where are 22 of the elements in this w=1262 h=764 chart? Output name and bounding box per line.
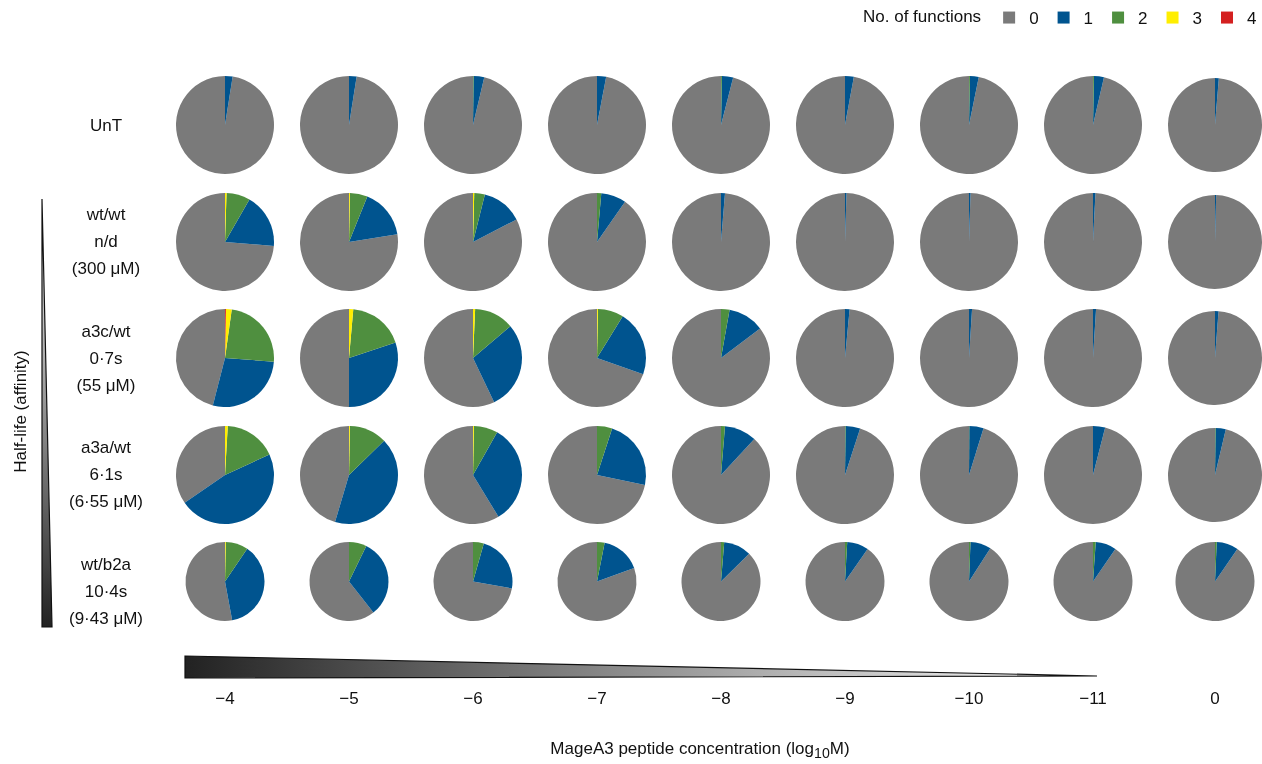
text: a3c/wt 0·7s (55 μM) [75, 320, 137, 397]
text: a3a/wt 6·1s (6·55 μM) [68, 437, 144, 513]
text: wt/wt n/d (300 μM) [70, 204, 142, 280]
legend-label: 4 [1247, 9, 1257, 29]
legend-label: 1 [1083, 9, 1094, 29]
legend-title: No. of functions [863, 7, 982, 27]
legend-label: 0 [1029, 9, 1039, 29]
legend-label: 3 [1192, 9, 1202, 29]
text: UnT [88, 114, 124, 137]
slice-label: −5 [339, 689, 359, 709]
text: wt/b2a 10·4s (9·43 μM) [68, 553, 144, 630]
slice-label: −9 [835, 689, 855, 709]
text: Half-life (affinity) [9, 349, 31, 475]
slice-label: −10 [954, 689, 984, 709]
legend-label: 2 [1138, 9, 1148, 29]
slice-label: −7 [587, 689, 607, 709]
slice-label: 0 [1210, 689, 1220, 709]
text: MageA3 peptide concentration (log$_{10}$M) [549, 738, 851, 764]
slice-label: −4 [215, 689, 235, 709]
slice-label: −11 [1079, 689, 1107, 709]
slice-label: −8 [711, 689, 731, 709]
slice-label: −6 [463, 689, 483, 709]
